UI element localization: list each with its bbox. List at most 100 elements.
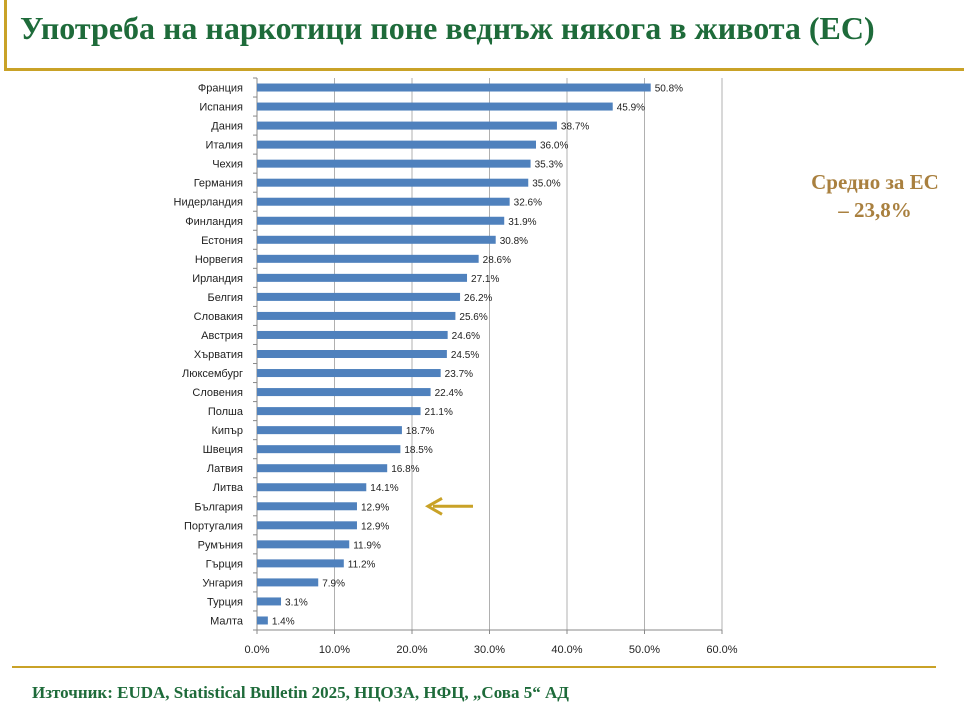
category-label: Италия <box>206 140 244 152</box>
bar <box>257 559 344 568</box>
category-label: Дания <box>211 121 243 133</box>
x-tick-label: 50.0% <box>629 644 660 656</box>
category-label: Португалия <box>184 520 243 532</box>
bar <box>257 350 447 358</box>
value-label: 50.8% <box>655 84 683 95</box>
bar <box>257 502 357 511</box>
x-tick-label: 30.0% <box>474 644 505 656</box>
value-label: 24.6% <box>452 331 480 342</box>
value-label: 14.1% <box>370 483 398 494</box>
value-label: 32.6% <box>514 198 542 209</box>
bar <box>257 597 282 606</box>
bar <box>257 121 557 130</box>
value-label: 21.1% <box>425 407 453 418</box>
category-label: Хърватия <box>194 349 243 361</box>
category-label: Унгария <box>202 577 243 589</box>
bar <box>257 464 388 473</box>
value-label: 45.9% <box>617 103 645 114</box>
title-accent-horizontal-rule <box>4 68 964 71</box>
value-label: 35.3% <box>535 160 563 171</box>
value-label: 18.7% <box>406 426 434 437</box>
value-label: 16.8% <box>391 464 419 475</box>
bar <box>257 311 456 320</box>
x-tick-label: 20.0% <box>396 644 427 656</box>
eu-average-value: – 23,8% <box>838 198 912 222</box>
bar <box>257 102 613 111</box>
title-accent-vertical-rule <box>4 0 7 71</box>
category-label: Испания <box>199 102 243 114</box>
category-label: Германия <box>194 178 243 190</box>
bar <box>257 483 367 492</box>
x-tick-label: 10.0% <box>319 644 350 656</box>
value-label: 11.2% <box>348 559 376 570</box>
category-label: Турция <box>207 596 243 608</box>
value-label: 36.0% <box>540 141 568 152</box>
bar <box>257 140 536 149</box>
category-label: Кипър <box>211 425 243 437</box>
bar <box>257 521 357 530</box>
value-label: 7.9% <box>322 578 345 589</box>
value-label: 11.9% <box>353 540 381 551</box>
category-label: Швеция <box>203 444 243 456</box>
bar <box>257 178 529 187</box>
value-label: 35.0% <box>532 179 560 190</box>
bar <box>257 330 448 339</box>
value-label: 27.1% <box>471 274 499 285</box>
value-label: 30.8% <box>500 236 528 247</box>
bar <box>257 540 350 549</box>
value-label: 38.7% <box>561 122 589 133</box>
category-label: Малта <box>210 615 244 627</box>
bar <box>257 159 531 168</box>
category-label: Норвегия <box>195 254 243 266</box>
x-tick-label: 40.0% <box>551 644 582 656</box>
category-label: Белгия <box>207 292 243 304</box>
category-label: Нидерландия <box>174 197 244 209</box>
category-label: България <box>194 501 243 513</box>
value-label: 12.9% <box>361 502 389 513</box>
category-label: Латвия <box>207 463 243 475</box>
value-label: 23.7% <box>445 369 473 380</box>
bar <box>257 388 431 397</box>
value-label: 28.6% <box>483 255 511 266</box>
bar <box>257 197 510 206</box>
bar <box>257 83 651 92</box>
category-label: Австрия <box>201 330 243 342</box>
value-label: 1.4% <box>272 616 295 627</box>
category-label: Румъния <box>198 539 243 551</box>
bar <box>257 616 268 625</box>
page-title: Употреба на наркотици поне веднъж някога… <box>20 10 875 46</box>
category-label: Франция <box>198 83 243 95</box>
bar <box>257 216 505 225</box>
value-label: 24.5% <box>451 350 479 361</box>
bar <box>257 292 461 301</box>
category-label: Литва <box>213 482 244 494</box>
x-tick-label: 0.0% <box>244 644 269 656</box>
value-label: 25.6% <box>459 312 487 323</box>
value-label: 3.1% <box>285 597 308 608</box>
eu-average-label: Средно за ЕС <box>811 170 939 194</box>
category-label: Словакия <box>194 311 243 323</box>
source-note: Източник: EUDA, Statistical Bulletin 202… <box>32 683 569 702</box>
category-label: Гърция <box>206 558 243 570</box>
bar <box>257 426 402 435</box>
category-label: Ирландия <box>192 273 243 285</box>
category-label: Естония <box>201 235 243 247</box>
bar <box>257 273 468 282</box>
bar <box>257 407 421 416</box>
bar <box>257 254 479 263</box>
footer-rule <box>12 666 936 668</box>
bar <box>257 235 496 244</box>
bar <box>257 445 401 454</box>
category-label: Чехия <box>212 159 243 171</box>
bar <box>257 369 441 378</box>
value-label: 18.5% <box>404 445 432 456</box>
category-label: Полша <box>208 406 244 418</box>
x-tick-label: 60.0% <box>706 644 737 656</box>
value-label: 12.9% <box>361 521 389 532</box>
value-label: 31.9% <box>508 217 536 228</box>
category-label: Словения <box>192 387 243 399</box>
eu-average-annotation: Средно за ЕС – 23,8% <box>790 168 960 224</box>
category-label: Финландия <box>185 216 243 228</box>
highlight-arrow-icon <box>424 496 473 516</box>
